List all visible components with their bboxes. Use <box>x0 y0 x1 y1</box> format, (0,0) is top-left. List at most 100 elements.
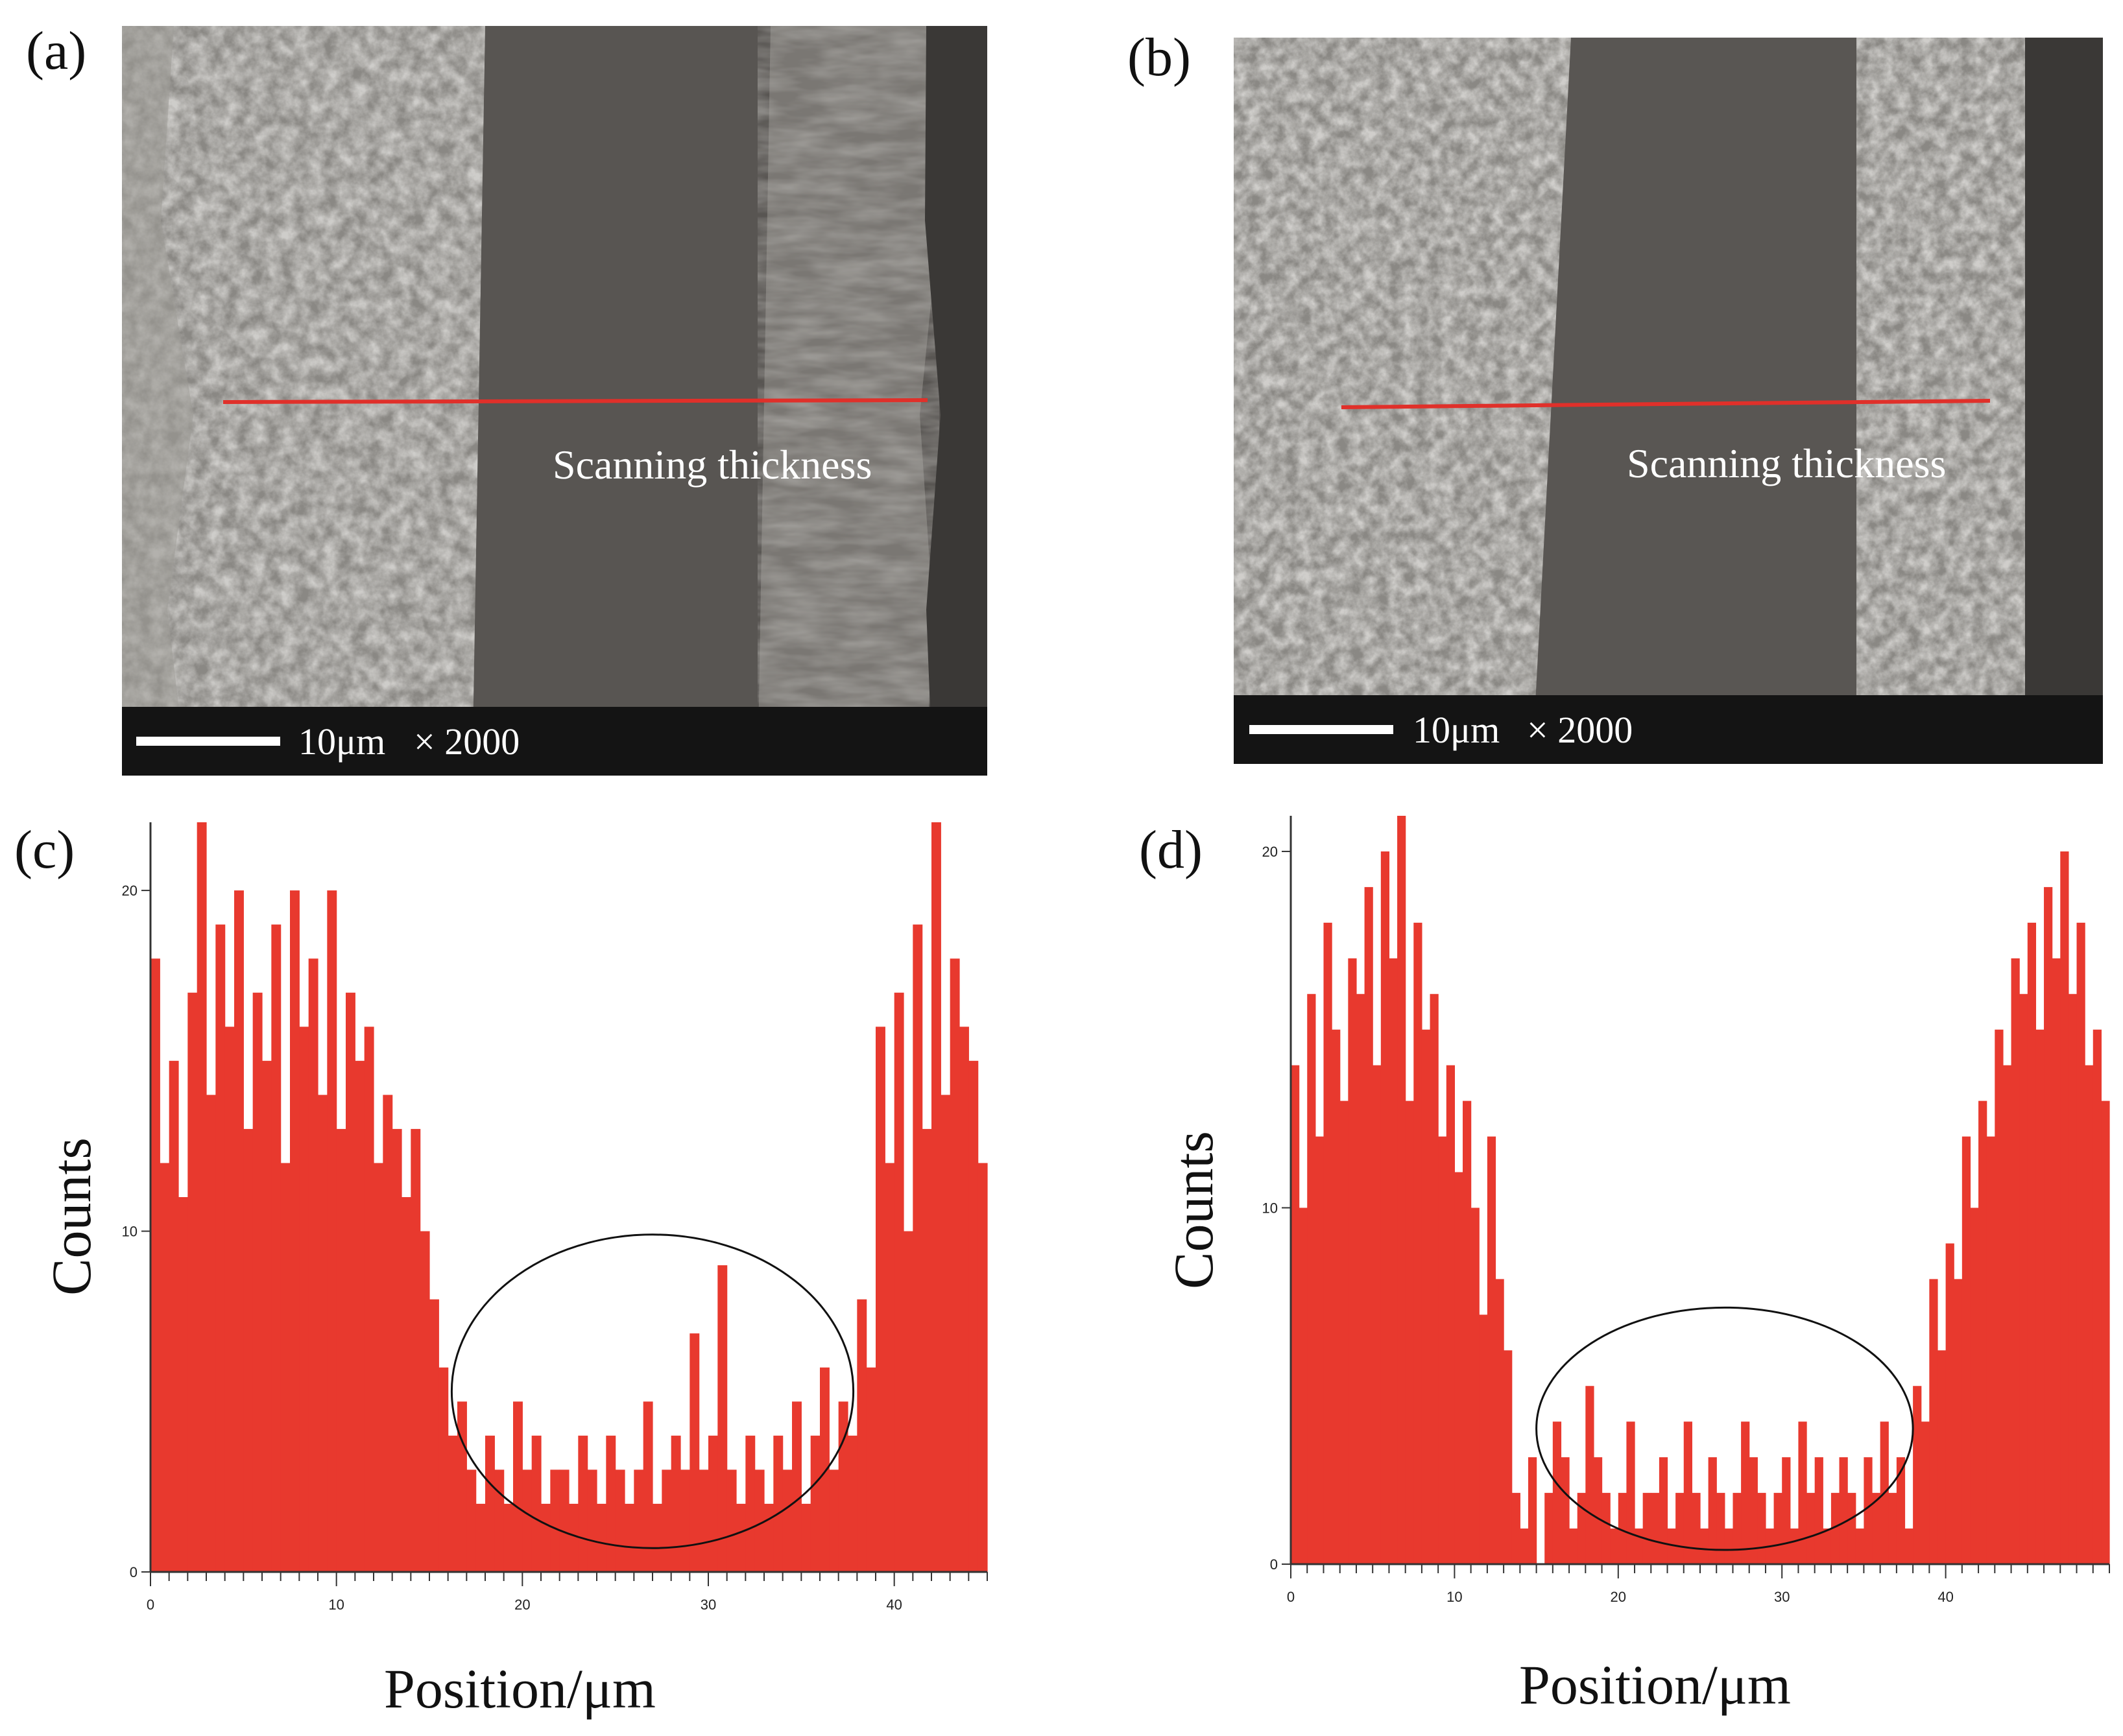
chart-d-bar <box>1749 1457 1758 1564</box>
chart-d-bar <box>2002 1065 2012 1564</box>
chart-c-x-tick-label: 30 <box>701 1597 716 1613</box>
chart-d-bar <box>1299 1207 1308 1564</box>
chart-d-bar <box>1454 1172 1463 1564</box>
chart-c-bar <box>262 1060 272 1572</box>
chart-d-bar <box>1692 1493 1701 1564</box>
chart-d-bar <box>1315 1136 1325 1564</box>
chart-c-bar <box>792 1401 802 1572</box>
chart-d-bar <box>2027 922 2037 1564</box>
chart-d-bar <box>1626 1421 1635 1564</box>
chart-d-bar <box>1561 1457 1570 1564</box>
chart-d-bar <box>2085 1065 2094 1564</box>
chart-d-bar <box>2011 958 2020 1564</box>
chart-d-bar <box>1479 1314 1488 1564</box>
chart-c-bar <box>662 1469 672 1572</box>
chart-d-bar <box>1724 1528 1734 1564</box>
scalebar-strip-a: 10μm × 2000 <box>122 707 987 776</box>
chart-d-bar <box>1733 1493 1742 1564</box>
panel-letter-d: (d) <box>1139 820 1203 880</box>
chart-d-bar <box>1921 1421 1930 1564</box>
chart-c-x-tick-label: 20 <box>514 1597 530 1613</box>
chart-d-bar <box>2052 958 2061 1564</box>
chart-d-bar <box>1421 1029 1431 1564</box>
chart-d-bar <box>1389 958 1398 1564</box>
chart-d-bar <box>1864 1457 1873 1564</box>
chart-c: 0 10 20 30 40 0 10 20 <box>0 0 1038 1736</box>
chart-d-bar <box>1348 958 1357 1564</box>
chart-d-bar <box>1978 1100 1987 1564</box>
chart-c-bar <box>290 890 300 1572</box>
chart-c-bar <box>178 1197 188 1572</box>
chart-d-bar <box>1651 1493 1660 1564</box>
sem-image-a: Scanning thickness 10μm × 2000 <box>122 26 987 776</box>
scalebar-magnification-a: × 2000 <box>414 720 520 763</box>
scan-label-a: Scanning thickness <box>553 442 872 488</box>
chart-d-bar <box>1520 1528 1529 1564</box>
chart-d-bar <box>1667 1528 1676 1564</box>
chart-c-bar <box>374 1163 383 1572</box>
chart-c-bar <box>941 1095 951 1572</box>
chart-c-bar <box>866 1367 876 1572</box>
scalebar-strip-b: 10μm × 2000 <box>1234 695 2103 764</box>
chart-c-bar <box>346 992 355 1572</box>
chart-c-bar <box>392 1128 402 1572</box>
chart-d-bar <box>1339 1100 1349 1564</box>
chart-c-bar <box>634 1469 644 1572</box>
chart-d-annotation-ellipse <box>1535 1306 1914 1551</box>
chart-c-bar <box>150 958 160 1572</box>
chart-d-y-tick-label: 10 <box>1262 1200 1278 1216</box>
chart-d-bar <box>1823 1528 1832 1564</box>
chart-c-annotation-ellipse <box>450 1233 855 1549</box>
chart-c-bar <box>550 1469 560 1572</box>
chart-c-bar <box>931 822 941 1572</box>
chart-d-bar <box>1291 1065 1300 1564</box>
chart-c-bar <box>913 924 923 1572</box>
chart-c-bar <box>922 1128 932 1572</box>
chart-d-bar <box>1356 993 1365 1564</box>
chart-d-bar <box>1806 1493 1816 1564</box>
panel-letter-a: (a) <box>26 21 87 81</box>
chart-d-bar <box>1929 1279 1938 1564</box>
scalebar-length-a: 10μm <box>298 720 386 763</box>
chart-d-bar <box>1659 1457 1668 1564</box>
chart-c-bar <box>271 924 282 1572</box>
chart-c-bar <box>541 1503 551 1572</box>
chart-d-bar <box>1708 1457 1717 1564</box>
chart-d-bar <box>1904 1528 1913 1564</box>
chart-c-bar <box>383 1095 393 1572</box>
chart-d-bar <box>1790 1528 1799 1564</box>
chart-d-bar <box>1585 1386 1594 1564</box>
chart-c-bar <box>606 1435 616 1572</box>
chart-c-bar <box>187 992 198 1572</box>
chart-d-bar <box>1635 1528 1644 1564</box>
chart-d-bar <box>1773 1493 1782 1564</box>
chart-c-bar <box>876 1027 885 1572</box>
chart-d-bar <box>1593 1457 1603 1564</box>
chart-c-bar <box>559 1469 570 1572</box>
chart-c-bar <box>252 992 263 1572</box>
chart-c-bar <box>197 822 207 1572</box>
chart-d-bar <box>1332 1029 1341 1564</box>
chart-c-bar <box>569 1503 579 1572</box>
chart-d-xlabel: Position/μm <box>1519 1654 1791 1716</box>
chart-d-bar <box>2093 1029 2102 1564</box>
chart-c-bar <box>448 1435 458 1572</box>
chart-c-bar <box>299 1027 309 1572</box>
chart-d-bar <box>1470 1207 1480 1564</box>
panel-letter-b: (b) <box>1127 27 1191 88</box>
chart-d-bar <box>1373 1065 1382 1564</box>
chart-c-bar <box>857 1299 867 1572</box>
chart-d-bar <box>1888 1493 1897 1564</box>
chart-d-bar <box>1307 993 1316 1564</box>
chart-c-bar <box>745 1435 756 1572</box>
chart-d-bar <box>1683 1421 1692 1564</box>
chart-d-bar <box>1463 1100 1472 1564</box>
chart-c-y-tick-label: 20 <box>122 883 138 899</box>
chart-d-bar <box>2076 922 2085 1564</box>
chart-d-bar <box>1380 851 1390 1564</box>
chart-c-bar <box>820 1367 830 1572</box>
chart-c-bar <box>308 958 318 1572</box>
chart-c-bar <box>726 1469 737 1572</box>
chart-d-bar <box>1954 1279 1963 1564</box>
